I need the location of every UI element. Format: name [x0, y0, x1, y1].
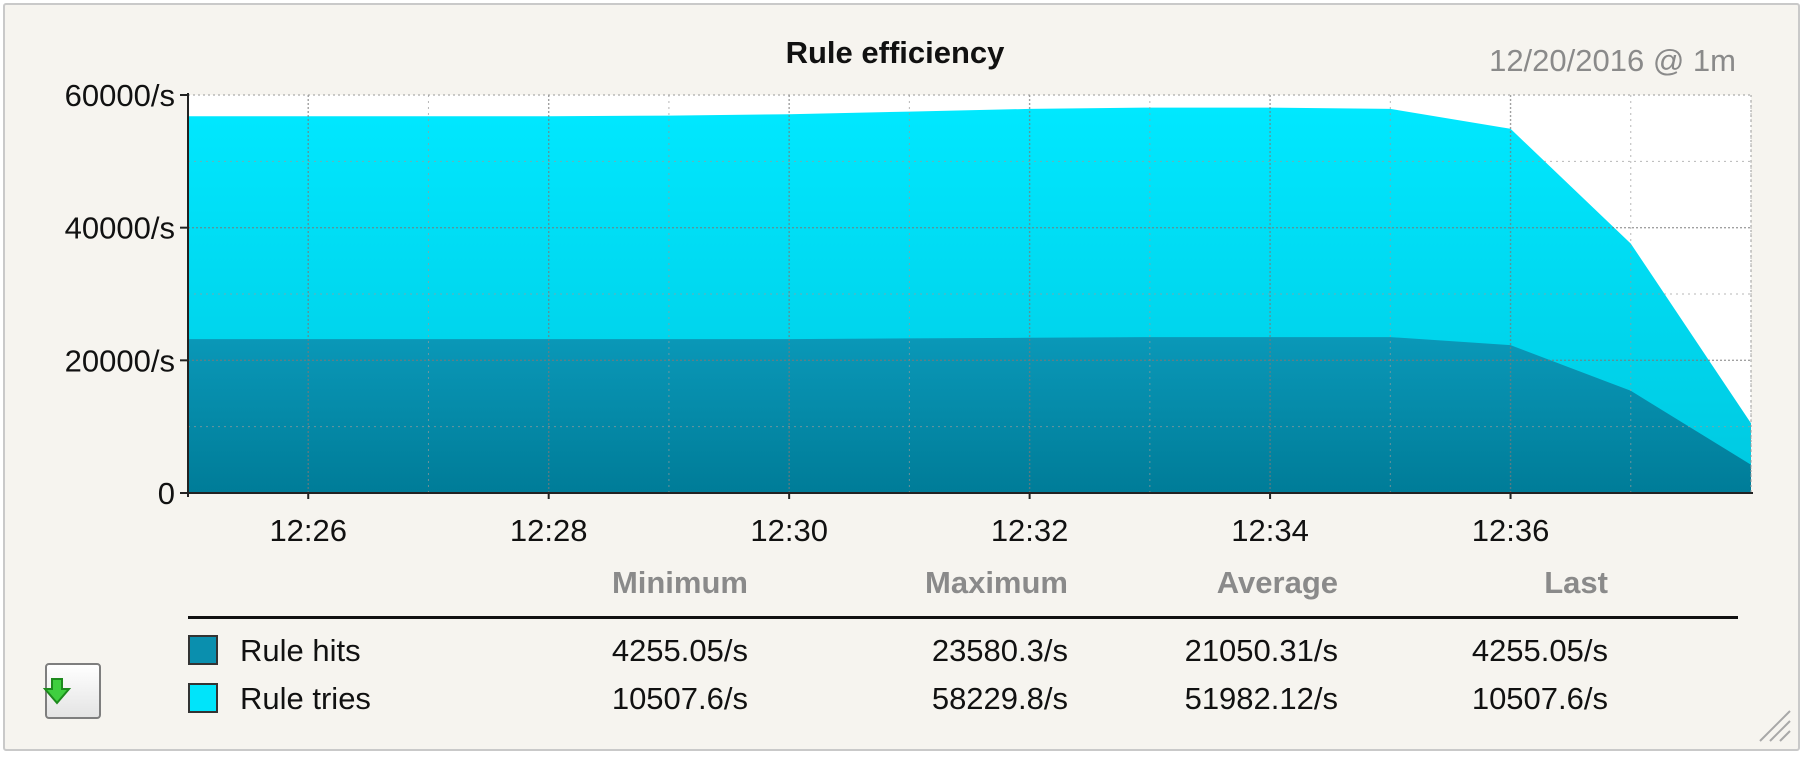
series-name: Rule tries	[240, 681, 371, 716]
x-tick-label: 12:36	[1472, 513, 1550, 548]
y-tick-label: 60000/s	[65, 78, 175, 113]
value-maximum: 23580.3/s	[931, 633, 1068, 668]
legend-divider	[188, 616, 1738, 619]
value-average: 51982.12/s	[1184, 681, 1338, 716]
chart-title: Rule efficiency	[785, 35, 1005, 70]
value-average: 21050.31/s	[1184, 633, 1338, 668]
y-tick-label: 40000/s	[65, 211, 175, 246]
y-tick-label: 20000/s	[65, 343, 175, 378]
resize-grip-icon[interactable]	[1752, 703, 1792, 743]
header-minimum: Minimum	[611, 565, 748, 600]
header-maximum: Maximum	[925, 565, 1068, 600]
value-minimum: 4255.05/s	[611, 633, 748, 668]
header-last: Last	[1544, 565, 1608, 600]
header-average: Average	[1216, 565, 1338, 600]
y-axis-ticks: 0 20000/s 40000/s 60000/s	[65, 78, 188, 511]
value-last: 4255.05/s	[1471, 633, 1608, 668]
download-arrow-icon	[42, 678, 72, 705]
x-axis-ticks: 12:26 12:28 12:30 12:32 12:34 12:36	[269, 493, 1549, 548]
series-name: Rule hits	[240, 633, 361, 668]
x-tick-label: 12:26	[269, 513, 347, 548]
legend-row-rule-tries[interactable]: Rule tries 10507.6/s 58229.8/s 51982.12/…	[188, 679, 1738, 723]
time-range-label[interactable]: 12/20/2016 @ 1m	[1489, 43, 1736, 78]
value-last: 10507.6/s	[1471, 681, 1608, 716]
x-tick-label: 12:34	[1231, 513, 1309, 548]
export-button[interactable]	[42, 663, 101, 719]
axes	[181, 93, 1753, 497]
y-tick-label: 0	[158, 476, 175, 511]
value-minimum: 10507.6/s	[611, 681, 748, 716]
value-maximum: 58229.8/s	[931, 681, 1068, 716]
graph-panel: Rule efficiency 12/20/2016 @ 1m 0 20000/s…	[3, 3, 1800, 751]
series-areas	[188, 107, 1751, 493]
x-tick-label: 12:30	[750, 513, 828, 548]
legend-row-rule-hits[interactable]: Rule hits 4255.05/s 23580.3/s 21050.31/s…	[188, 631, 1738, 675]
swatch-rule-hits	[188, 635, 218, 665]
swatch-rule-tries	[188, 683, 218, 713]
x-tick-label: 12:32	[991, 513, 1069, 548]
x-tick-label: 12:28	[510, 513, 588, 548]
area-rule-hits	[188, 337, 1751, 493]
